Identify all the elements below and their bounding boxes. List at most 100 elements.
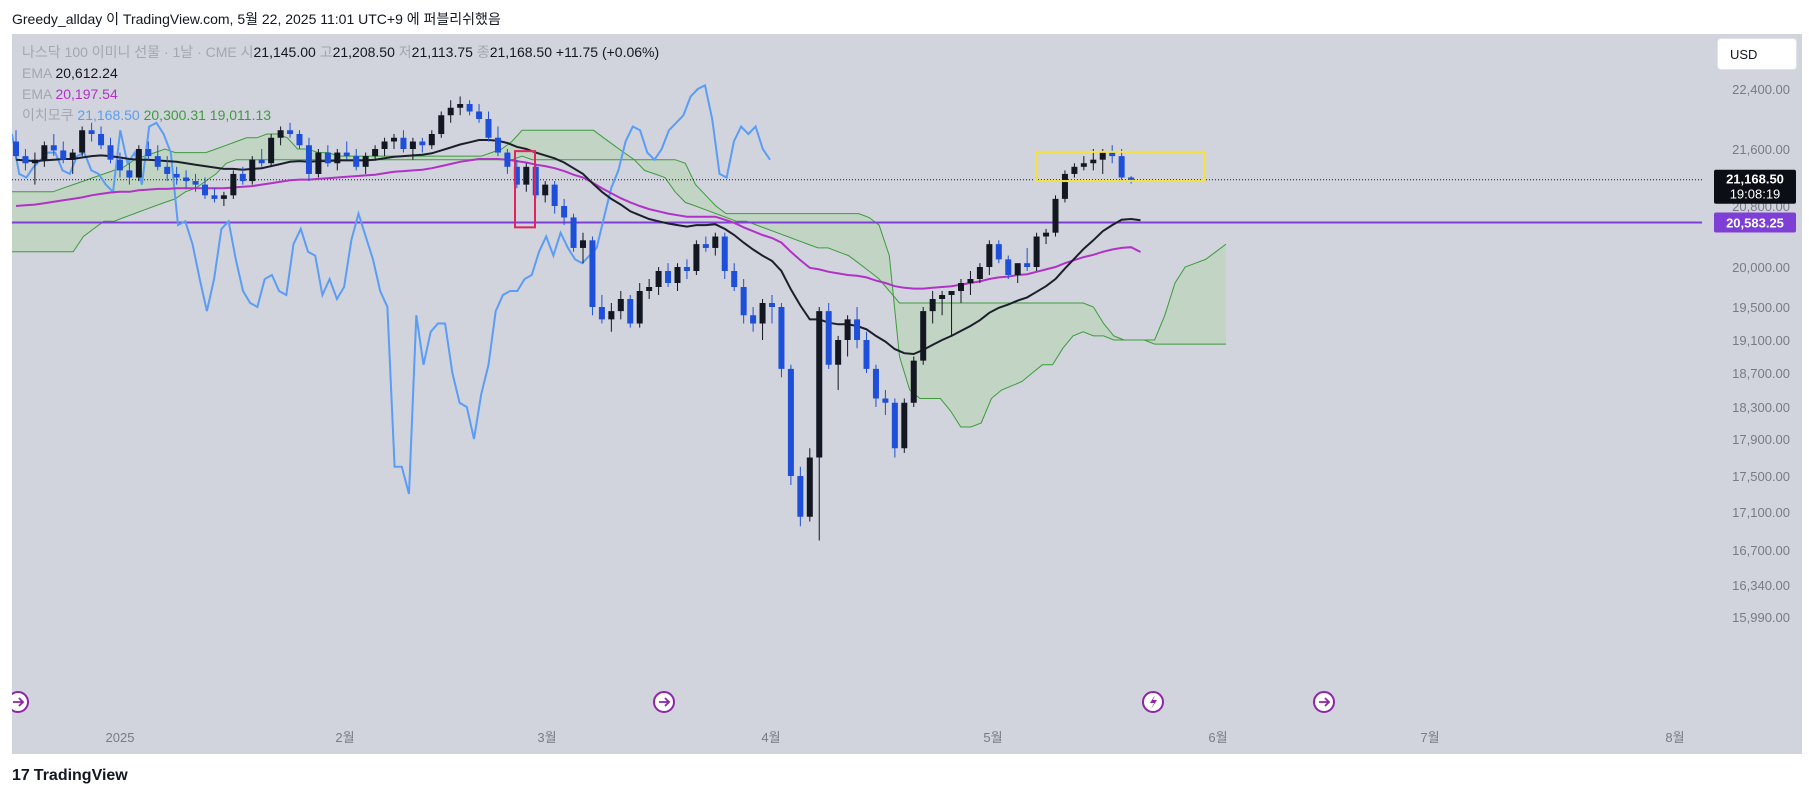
candle-body[interactable]: [381, 141, 388, 150]
candle-body[interactable]: [598, 307, 605, 320]
candle-body[interactable]: [967, 279, 974, 283]
candle-body[interactable]: [986, 244, 993, 267]
candle-body[interactable]: [797, 476, 804, 517]
ema2-row[interactable]: EMA 20,197.54: [22, 84, 659, 105]
candle-body[interactable]: [750, 315, 757, 324]
candle-body[interactable]: [334, 152, 341, 164]
candle-body[interactable]: [561, 206, 568, 218]
candle-body[interactable]: [1109, 152, 1116, 157]
candle-body[interactable]: [305, 145, 312, 174]
candle-body[interactable]: [277, 130, 284, 138]
candle-body[interactable]: [353, 156, 360, 167]
arrow-right-icon[interactable]: [13, 697, 25, 707]
candle-body[interactable]: [69, 152, 76, 160]
candle-body[interactable]: [230, 173, 237, 196]
candle-body[interactable]: [202, 184, 208, 196]
red-rectangle-annotation[interactable]: [514, 150, 536, 229]
yellow-rectangle-annotation[interactable]: [1035, 150, 1205, 183]
lagging-span-line[interactable]: [12, 83, 771, 495]
candle-body[interactable]: [164, 166, 171, 174]
candle-body[interactable]: [542, 184, 549, 196]
candle-body[interactable]: [1118, 156, 1125, 178]
candle-body[interactable]: [419, 141, 426, 146]
candle-body[interactable]: [995, 244, 1002, 260]
candle-body[interactable]: [976, 267, 983, 279]
candle-body[interactable]: [1052, 198, 1059, 233]
price-chart[interactable]: 22,400.0021,600.0020,800.0020,000.0019,5…: [12, 34, 1802, 754]
candle-body[interactable]: [702, 244, 709, 248]
candle-body[interactable]: [173, 173, 180, 178]
candle-body[interactable]: [589, 240, 596, 307]
candle-body[interactable]: [1099, 152, 1106, 160]
candle-body[interactable]: [362, 156, 369, 167]
ema1-row[interactable]: EMA 20,612.24: [22, 63, 659, 84]
candle-body[interactable]: [674, 267, 681, 283]
candle-body[interactable]: [958, 283, 964, 291]
candle-body[interactable]: [1061, 173, 1068, 199]
symbol-name[interactable]: 나스닥 100 이미니 선물 · 1날 · CME: [22, 44, 237, 60]
chart-area[interactable]: 22,400.00 21,600.00 20,800.00 20,000.00 19,5…: [12, 34, 1802, 754]
candle-body[interactable]: [268, 137, 275, 164]
candle-body[interactable]: [844, 319, 851, 340]
candle-body[interactable]: [1128, 177, 1135, 180]
cloud-span-b[interactable]: [12, 155, 1226, 428]
candle-body[interactable]: [258, 159, 265, 164]
candle-body[interactable]: [249, 159, 256, 182]
candle-body[interactable]: [372, 149, 379, 157]
candle-body[interactable]: [466, 104, 473, 112]
candle-body[interactable]: [391, 137, 397, 142]
candle-body[interactable]: [939, 295, 946, 299]
candle-body[interactable]: [192, 181, 199, 185]
candle-body[interactable]: [428, 134, 435, 146]
lightning-icon[interactable]: [1150, 695, 1157, 709]
candle-body[interactable]: [617, 299, 624, 312]
candle-body[interactable]: [211, 195, 218, 199]
candle-body[interactable]: [854, 319, 861, 340]
candle-body[interactable]: [580, 240, 586, 248]
candle-body[interactable]: [929, 299, 936, 312]
last-price-badge[interactable]: [1714, 169, 1796, 204]
candle-body[interactable]: [98, 134, 105, 146]
candle-body[interactable]: [693, 244, 700, 271]
candle-body[interactable]: [891, 402, 898, 449]
candle-body[interactable]: [759, 303, 766, 324]
candle-body[interactable]: [183, 177, 190, 182]
candle-body[interactable]: [107, 145, 114, 160]
candle-body[interactable]: [447, 107, 454, 116]
candle-body[interactable]: [22, 156, 29, 164]
currency-button[interactable]: USD: [1717, 38, 1797, 70]
ichimoku-row[interactable]: 이치모쿠 21,168.50 20,300.31 19,011.13: [22, 105, 659, 126]
candle-body[interactable]: [721, 236, 728, 272]
candle-body[interactable]: [296, 134, 303, 146]
candle-body[interactable]: [60, 150, 67, 160]
candle-body[interactable]: [409, 141, 416, 150]
candle-body[interactable]: [494, 137, 501, 153]
candle-body[interactable]: [683, 267, 690, 271]
support-price-value[interactable]: 20,583.25: [1726, 216, 1784, 231]
candle-body[interactable]: [485, 119, 492, 138]
candle-body[interactable]: [79, 130, 86, 153]
candle-body[interactable]: [31, 159, 38, 164]
cloud-span-a[interactable]: [12, 129, 1227, 341]
candle-body[interactable]: [1005, 259, 1012, 275]
candle-body[interactable]: [1043, 232, 1050, 237]
candle-body[interactable]: [769, 303, 775, 307]
candle-body[interactable]: [145, 149, 152, 157]
candle-body[interactable]: [457, 104, 464, 108]
candle-body[interactable]: [1024, 263, 1031, 267]
candle-body[interactable]: [787, 368, 794, 476]
candle-body[interactable]: [806, 457, 813, 517]
candle-body[interactable]: [476, 111, 483, 120]
candle-body[interactable]: [551, 184, 558, 206]
ichimoku-cloud[interactable]: [12, 130, 1226, 428]
candle-body[interactable]: [778, 307, 785, 369]
candle-body[interactable]: [513, 166, 520, 185]
candle-body[interactable]: [343, 152, 350, 157]
candle-body[interactable]: [608, 311, 615, 320]
candle-body[interactable]: [438, 115, 445, 134]
candle-body[interactable]: [740, 287, 747, 316]
candle-body[interactable]: [835, 340, 842, 365]
candle-body[interactable]: [1090, 159, 1097, 164]
last-price-value[interactable]: 21,168.50: [1726, 172, 1784, 187]
candle-body[interactable]: [220, 195, 227, 199]
